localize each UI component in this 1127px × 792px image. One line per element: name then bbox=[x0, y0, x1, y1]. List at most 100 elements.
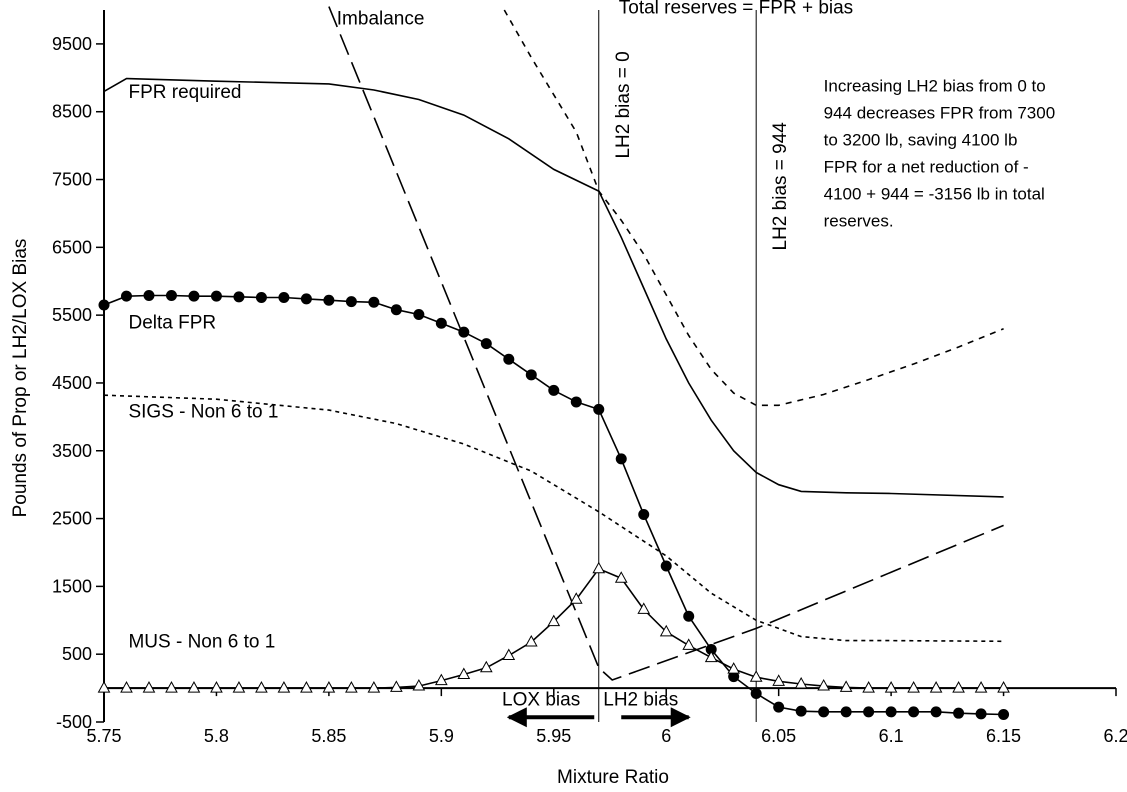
series-line bbox=[103, 394, 1004, 643]
data-point bbox=[390, 304, 402, 316]
data-point bbox=[659, 624, 673, 637]
x-tick-label: 6.2 bbox=[1103, 726, 1127, 746]
series-label: SIGS - Non 6 to 1 bbox=[128, 402, 278, 423]
data-point bbox=[683, 610, 695, 622]
labels: Increasing LH2 bias from 0 to 944 decreas… bbox=[502, 76, 1055, 728]
data-point bbox=[165, 681, 178, 693]
series-mus-non-6-to-1: MUS - Non 6 to 1 bbox=[97, 561, 1010, 693]
series-total-reserves-fpr-bias: Total reserves = FPR + bias bbox=[503, 0, 1004, 407]
data-point bbox=[300, 681, 313, 693]
data-point bbox=[323, 294, 335, 306]
annotation-line: reserves. bbox=[824, 211, 894, 230]
data-point bbox=[143, 289, 155, 301]
y-tick-label: 500 bbox=[62, 644, 92, 664]
x-tick-label: 5.95 bbox=[536, 726, 571, 746]
data-point bbox=[390, 680, 403, 692]
data-point bbox=[345, 296, 357, 308]
data-point bbox=[975, 708, 987, 720]
data-point bbox=[548, 384, 560, 396]
y-tick-label: 8500 bbox=[52, 102, 92, 122]
data-point bbox=[120, 681, 133, 693]
data-point bbox=[749, 670, 763, 682]
data-point bbox=[638, 509, 650, 521]
data-point bbox=[929, 681, 943, 693]
x-tick-label: 5.8 bbox=[204, 726, 229, 746]
y-tick-label: 3500 bbox=[52, 441, 92, 461]
data-point bbox=[840, 706, 852, 718]
data-point bbox=[434, 673, 448, 686]
data-point bbox=[120, 290, 132, 302]
series-line bbox=[103, 77, 1004, 498]
annotation-line: to 3200 lb, saving 4100 lb bbox=[824, 130, 1018, 149]
data-point bbox=[97, 681, 111, 693]
y-tick-label: 9500 bbox=[52, 34, 92, 54]
data-point bbox=[593, 403, 605, 415]
y-tick-label: -500 bbox=[56, 712, 92, 732]
data-point bbox=[863, 706, 875, 718]
data-point bbox=[997, 681, 1010, 693]
reference-lines: LH2 bias = 0 LH2 bias = 944 bbox=[598, 10, 791, 722]
series-label: Imbalance bbox=[337, 9, 425, 30]
data-point bbox=[998, 709, 1010, 721]
x-tick-label: 6.1 bbox=[879, 726, 904, 746]
data-point bbox=[953, 707, 965, 719]
data-point bbox=[502, 648, 516, 661]
annotation-line: 4100 + 944 = -3156 lb in total bbox=[824, 184, 1045, 203]
series-line bbox=[503, 9, 1004, 407]
data-point bbox=[210, 290, 222, 302]
series-sigs-non-6-to-1: SIGS - Non 6 to 1 bbox=[103, 394, 1004, 643]
bias-label: LH2 bias bbox=[603, 690, 678, 711]
series-imbalance: Imbalance bbox=[328, 6, 1004, 681]
data-point bbox=[367, 681, 381, 693]
data-point bbox=[637, 602, 651, 614]
data-point bbox=[479, 660, 493, 673]
y-tick-label: 2500 bbox=[52, 509, 92, 529]
data-point bbox=[908, 706, 920, 718]
x-tick-label: 5.9 bbox=[429, 726, 454, 746]
data-point bbox=[570, 396, 582, 408]
series-delta-fpr: Delta FPR bbox=[98, 289, 1010, 721]
data-point bbox=[727, 662, 741, 674]
series-label: Total reserves = FPR + bias bbox=[619, 0, 853, 18]
series-label: FPR required bbox=[128, 82, 241, 103]
data-point bbox=[233, 291, 245, 303]
data-point bbox=[232, 681, 246, 693]
series-fpr-required: FPR required bbox=[103, 77, 1004, 498]
series-label: MUS - Non 6 to 1 bbox=[128, 631, 275, 652]
data-point bbox=[592, 561, 606, 574]
data-point bbox=[817, 679, 830, 691]
data-point bbox=[750, 688, 762, 700]
data-point bbox=[547, 614, 561, 627]
data-point bbox=[885, 706, 897, 718]
data-point bbox=[525, 369, 537, 381]
x-tick-label: 6 bbox=[661, 726, 671, 746]
y-tick-label: 5500 bbox=[52, 305, 92, 325]
x-tick-label: 6.05 bbox=[761, 726, 796, 746]
annotation-line: Increasing LH2 bias from 0 to bbox=[824, 76, 1046, 95]
data-point bbox=[480, 338, 492, 350]
data-point bbox=[278, 292, 290, 304]
data-point bbox=[839, 680, 853, 692]
data-point bbox=[255, 681, 268, 693]
data-point bbox=[705, 643, 717, 655]
data-point bbox=[255, 292, 267, 304]
annotation-line: FPR for a net reduction of - bbox=[824, 157, 1029, 176]
data-point bbox=[277, 681, 291, 693]
data-point bbox=[974, 681, 988, 693]
data-point bbox=[569, 592, 583, 604]
data-point bbox=[524, 634, 538, 647]
series-group: FPR required Total reserves = FPR + bias I… bbox=[97, 0, 1010, 721]
x-tick-label: 5.75 bbox=[86, 726, 121, 746]
data-point bbox=[907, 681, 920, 693]
data-point bbox=[772, 674, 786, 686]
x-axis-label: Mixture Ratio bbox=[557, 767, 669, 788]
y-tick-label: 1500 bbox=[52, 576, 92, 596]
data-point bbox=[660, 560, 672, 572]
bias-label: LOX bias bbox=[502, 690, 580, 711]
data-point bbox=[165, 289, 177, 301]
data-point bbox=[503, 353, 515, 365]
data-point bbox=[615, 453, 627, 465]
data-point bbox=[98, 299, 110, 311]
series-line bbox=[328, 6, 1004, 681]
